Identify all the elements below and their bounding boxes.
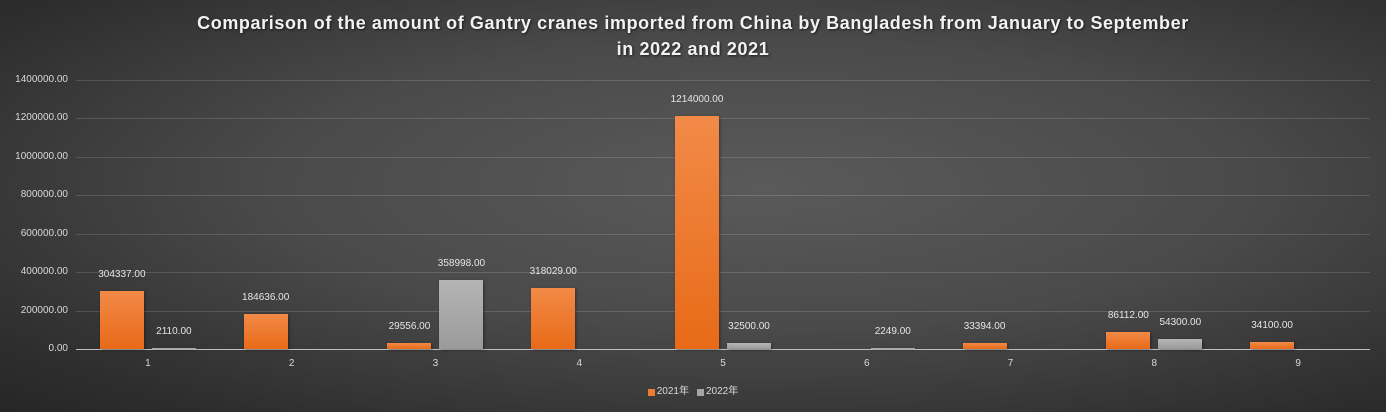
x-tick-label: 5: [720, 358, 726, 369]
data-label: 318029.00: [529, 265, 577, 277]
chart-title: Comparison of the amount of Gantry crane…: [0, 10, 1386, 62]
chart-title-line-1: Comparison of the amount of Gantry crane…: [197, 13, 1189, 33]
bar-2021: [1106, 332, 1151, 349]
bar-2021: [99, 290, 144, 349]
data-label: 1214000.00: [670, 93, 724, 105]
legend: 2021年 2022年: [0, 386, 1386, 398]
bar-2022: [151, 347, 196, 349]
x-tick-label: 2: [288, 358, 295, 369]
data-label: 34100.00: [1251, 320, 1293, 332]
data-label: 184636.00: [242, 291, 290, 303]
data-label: 358998.00: [437, 258, 486, 270]
y-tick-label: 1400000.00: [15, 74, 68, 85]
legend-label-2021: 2021年: [656, 386, 689, 397]
data-label: 2110.00: [156, 325, 192, 337]
legend-swatch-2021-icon: [647, 388, 655, 396]
bar-2021: [675, 115, 719, 349]
gridline: [76, 311, 1370, 312]
legend-item-2021[interactable]: 2021年: [647, 386, 689, 398]
y-tick-label: 1200000.00: [15, 112, 68, 123]
bar-2021: [1250, 342, 1295, 349]
bar-2022: [1158, 338, 1203, 349]
y-tick-label: 600000.00: [20, 228, 68, 239]
x-tick-label: 8: [1151, 358, 1158, 369]
bar-2021: [243, 313, 288, 349]
bar-2022: [439, 280, 484, 349]
y-tick-label: 0.00: [48, 343, 68, 354]
gridline: [76, 234, 1370, 235]
bar-2022: [727, 342, 771, 349]
data-label: 2249.00: [874, 325, 911, 337]
gridline: [76, 195, 1370, 196]
y-tick-label: 800000.00: [20, 189, 68, 200]
chart-title-line-2: in 2022 and 2021: [616, 39, 770, 59]
legend-label-2022: 2022年: [706, 386, 739, 397]
x-tick-label: 3: [432, 358, 439, 369]
data-label: 29556.00: [388, 321, 431, 333]
gridline: [76, 157, 1370, 158]
y-tick-label: 400000.00: [20, 266, 68, 277]
legend-item-2022[interactable]: 2022年: [697, 386, 738, 398]
bar-2022: [870, 347, 915, 349]
y-tick-label: 1000000.00: [15, 151, 68, 162]
gridline: [76, 118, 1370, 119]
x-tick-label: 4: [576, 358, 582, 369]
data-label: 86112.00: [1107, 310, 1149, 322]
data-label: 304337.00: [98, 268, 146, 280]
data-label: 33394.00: [963, 320, 1006, 332]
data-label: 54300.00: [1159, 316, 1202, 328]
y-tick-label: 200000.00: [20, 305, 68, 316]
legend-swatch-2022-icon: [697, 388, 704, 396]
x-tick-label: 6: [863, 358, 870, 369]
gridline: [76, 80, 1370, 81]
data-label: 32500.00: [728, 320, 770, 332]
gridline: [76, 272, 1370, 273]
bar-2021: [387, 343, 432, 349]
bar-2021: [531, 287, 576, 349]
x-tick-label: 7: [1007, 358, 1014, 369]
bar-2021: [962, 342, 1007, 349]
x-axis-line: [76, 349, 1370, 350]
x-tick-label: 1: [145, 358, 151, 369]
x-tick-label: 9: [1295, 358, 1301, 369]
